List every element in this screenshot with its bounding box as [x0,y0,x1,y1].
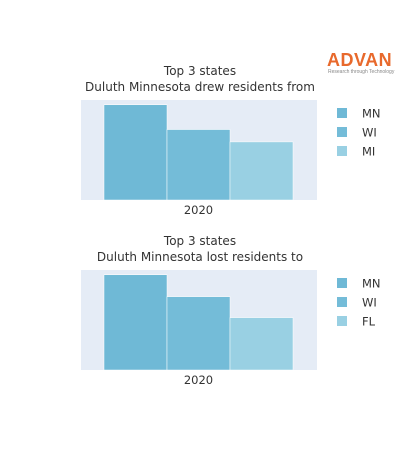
bar-mn [103,104,168,201]
bar-fl [229,317,294,371]
legend-label-fl[interactable]: FL [362,315,376,329]
chart-drew-residents-from: Top 3 states Duluth Minnesota drew reside… [81,64,381,217]
legend-swatch-fl[interactable] [337,316,347,326]
legend-label-mn[interactable]: MN [362,277,381,291]
legend-label-wi[interactable]: WI [362,126,377,140]
chart-lost-residents-to: Top 3 states Duluth Minnesota lost reside… [81,234,381,387]
legend-swatch-wi[interactable] [337,297,347,307]
legend-label-mi[interactable]: MI [362,145,375,159]
x-tick-label: 2020 [184,203,213,217]
legend-swatch-mi[interactable] [337,146,347,156]
bar-mn [103,274,168,371]
legend-swatch-wi[interactable] [337,127,347,137]
bar-mi [229,141,294,201]
chart-title-line: Top 3 states [163,234,236,248]
chart-title-line: Duluth Minnesota lost residents to [97,250,303,264]
legend-label-wi[interactable]: WI [362,296,377,310]
bar-wi [166,129,231,201]
logo-tagline: Research through Technology [328,69,395,75]
logo-wordmark: ADVAN [327,50,393,70]
chart-title-line: Top 3 states [163,64,236,78]
bar-wi [166,296,231,371]
advan-logo: ADVAN Research through Technology [320,50,400,82]
legend-swatch-mn[interactable] [337,278,347,288]
x-tick-label: 2020 [184,373,213,387]
chart-title-line: Duluth Minnesota drew residents from [85,80,315,94]
legend-label-mn[interactable]: MN [362,107,381,121]
legend-swatch-mn[interactable] [337,108,347,118]
